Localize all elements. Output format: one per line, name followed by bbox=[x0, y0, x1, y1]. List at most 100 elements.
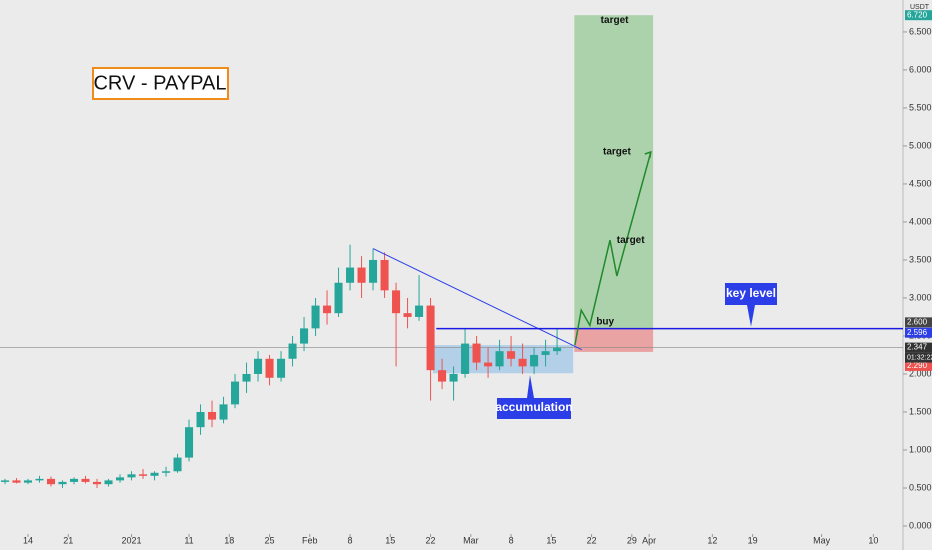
accumulation-label: accumulation bbox=[495, 400, 572, 414]
candle-body bbox=[311, 305, 320, 329]
key-level-label: key level bbox=[726, 286, 776, 300]
candle-body bbox=[449, 373, 458, 382]
candle-body bbox=[300, 328, 309, 344]
price-tag-label: 2.290 bbox=[907, 361, 928, 370]
y-tick-label: 1.000 bbox=[909, 444, 932, 454]
x-tick-label: 8 bbox=[509, 535, 514, 545]
x-tick-label: 11 bbox=[184, 535, 193, 545]
candle-body bbox=[161, 471, 171, 473]
price-tag-label: 6.720 bbox=[907, 10, 928, 19]
x-tick-label: Feb bbox=[302, 535, 318, 545]
x-tick-label: Mar bbox=[463, 535, 479, 545]
price-tag bbox=[905, 342, 932, 353]
target-zone bbox=[574, 15, 654, 329]
candle-body bbox=[334, 282, 343, 314]
x-tick-label: 25 bbox=[265, 535, 275, 545]
x-tick-label: 18 bbox=[224, 535, 234, 545]
candle-body bbox=[127, 474, 136, 478]
candle-body bbox=[185, 427, 194, 458]
candle-body bbox=[484, 362, 493, 367]
x-tick-label: 12 bbox=[707, 535, 717, 545]
price-tag bbox=[905, 317, 932, 328]
candle-body bbox=[219, 404, 228, 420]
candle-body bbox=[150, 472, 159, 476]
x-tick-label: 15 bbox=[546, 535, 556, 545]
x-tick-label: 22 bbox=[426, 535, 436, 545]
y-tick-label: 6.500 bbox=[909, 26, 932, 36]
candle-body bbox=[415, 305, 424, 317]
candle-body bbox=[69, 478, 79, 482]
accumulation-callout bbox=[497, 375, 571, 419]
projection-path bbox=[574, 151, 652, 346]
y-tick-label: 5.000 bbox=[909, 140, 932, 150]
candle-body bbox=[323, 305, 332, 314]
buy-label: buy bbox=[596, 316, 614, 327]
candle-body bbox=[196, 411, 205, 428]
candle-body bbox=[461, 343, 470, 374]
candle-body bbox=[208, 411, 217, 420]
candle-body bbox=[81, 478, 90, 482]
y-tick-label: 1.500 bbox=[909, 406, 932, 416]
price-tag bbox=[905, 360, 932, 371]
candle-body bbox=[438, 370, 447, 382]
candle-body bbox=[231, 381, 240, 405]
target-label: target bbox=[603, 147, 631, 158]
candle-body bbox=[58, 481, 67, 485]
candle-body bbox=[288, 343, 297, 359]
countdown-tag bbox=[905, 352, 932, 363]
trendline bbox=[372, 248, 583, 351]
candle-body bbox=[173, 457, 182, 472]
candle-body bbox=[495, 351, 504, 367]
candle-body bbox=[265, 358, 274, 378]
candle-body bbox=[518, 358, 527, 367]
candle-body bbox=[115, 477, 125, 481]
chart-title: CRV - PAYPAL bbox=[93, 72, 226, 94]
x-tick-label: 14 bbox=[23, 535, 33, 545]
candle-body bbox=[392, 290, 401, 314]
x-tick-label: 10 bbox=[868, 535, 878, 545]
x-tick-label: 15 bbox=[385, 535, 395, 545]
x-tick-label: 8 bbox=[348, 535, 353, 545]
candle-body bbox=[541, 351, 550, 355]
x-tick-label: Apr bbox=[642, 535, 656, 545]
y-tick-label: 3.500 bbox=[909, 254, 932, 264]
y-tick-label: 4.500 bbox=[909, 178, 932, 188]
candle-body bbox=[46, 478, 56, 485]
candle-body bbox=[0, 480, 10, 482]
candle-body bbox=[403, 313, 412, 317]
price-tag-label: 2.600 bbox=[907, 317, 928, 326]
candle-body bbox=[530, 354, 539, 367]
x-tick-label: 19 bbox=[748, 535, 758, 545]
price-tag bbox=[905, 327, 932, 338]
candle-body bbox=[369, 259, 378, 283]
candle-body bbox=[277, 358, 286, 378]
candle-body bbox=[92, 481, 102, 485]
candle-body bbox=[138, 474, 148, 476]
candle-body bbox=[426, 305, 435, 371]
candle-body bbox=[472, 343, 481, 363]
price-tag-label: 2.596 bbox=[907, 328, 928, 337]
currency-label: USDT bbox=[910, 4, 930, 11]
candle-body bbox=[380, 259, 389, 291]
candle-body bbox=[553, 347, 562, 352]
candle-body bbox=[507, 351, 516, 359]
candle-body bbox=[254, 358, 263, 374]
y-tick-label: 4.000 bbox=[909, 216, 932, 226]
x-tick-label: 22 bbox=[587, 535, 597, 545]
stop-zone bbox=[574, 328, 654, 352]
candle-body bbox=[35, 478, 44, 481]
candle-body bbox=[357, 267, 366, 283]
y-tick-label: 0.500 bbox=[909, 482, 932, 492]
x-tick-label: May bbox=[813, 535, 831, 545]
key-level-callout bbox=[725, 283, 777, 327]
x-tick-label: 29 bbox=[627, 535, 637, 545]
x-tick-label: 2021 bbox=[122, 535, 142, 545]
candle-body bbox=[12, 480, 21, 483]
y-tick-label: 3.000 bbox=[909, 292, 932, 302]
y-tick-label: 0.000 bbox=[909, 520, 932, 530]
title-box bbox=[92, 67, 229, 100]
countdown-label: 01:32:22 bbox=[907, 354, 932, 361]
y-tick-label: 2.000 bbox=[909, 368, 932, 378]
